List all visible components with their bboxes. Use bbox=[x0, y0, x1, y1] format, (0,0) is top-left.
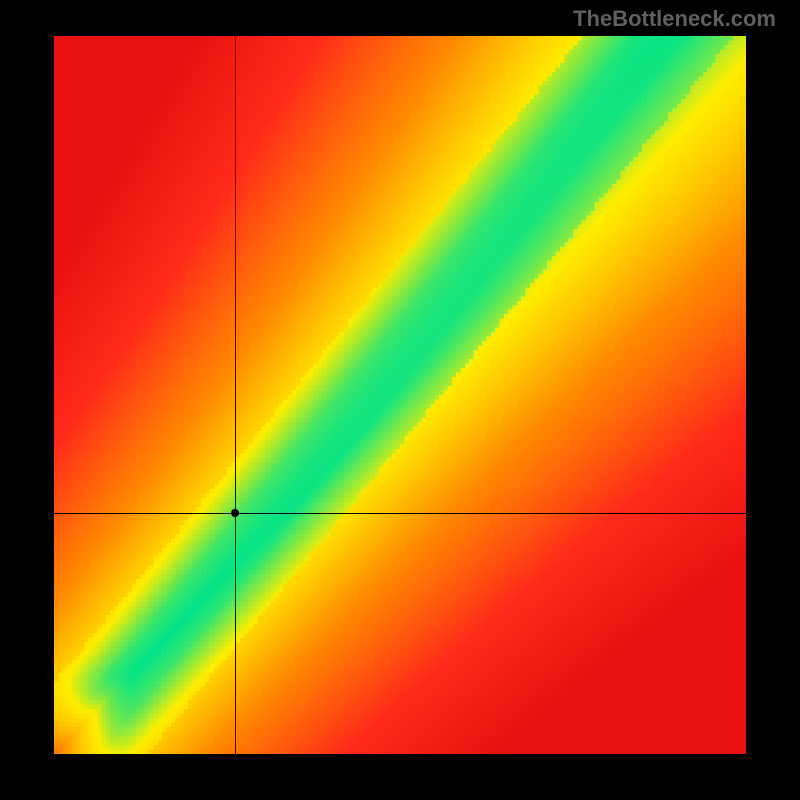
chart-container: TheBottleneck.com bbox=[0, 0, 800, 800]
bottleneck-heatmap bbox=[54, 36, 746, 754]
attribution-label: TheBottleneck.com bbox=[573, 6, 776, 32]
